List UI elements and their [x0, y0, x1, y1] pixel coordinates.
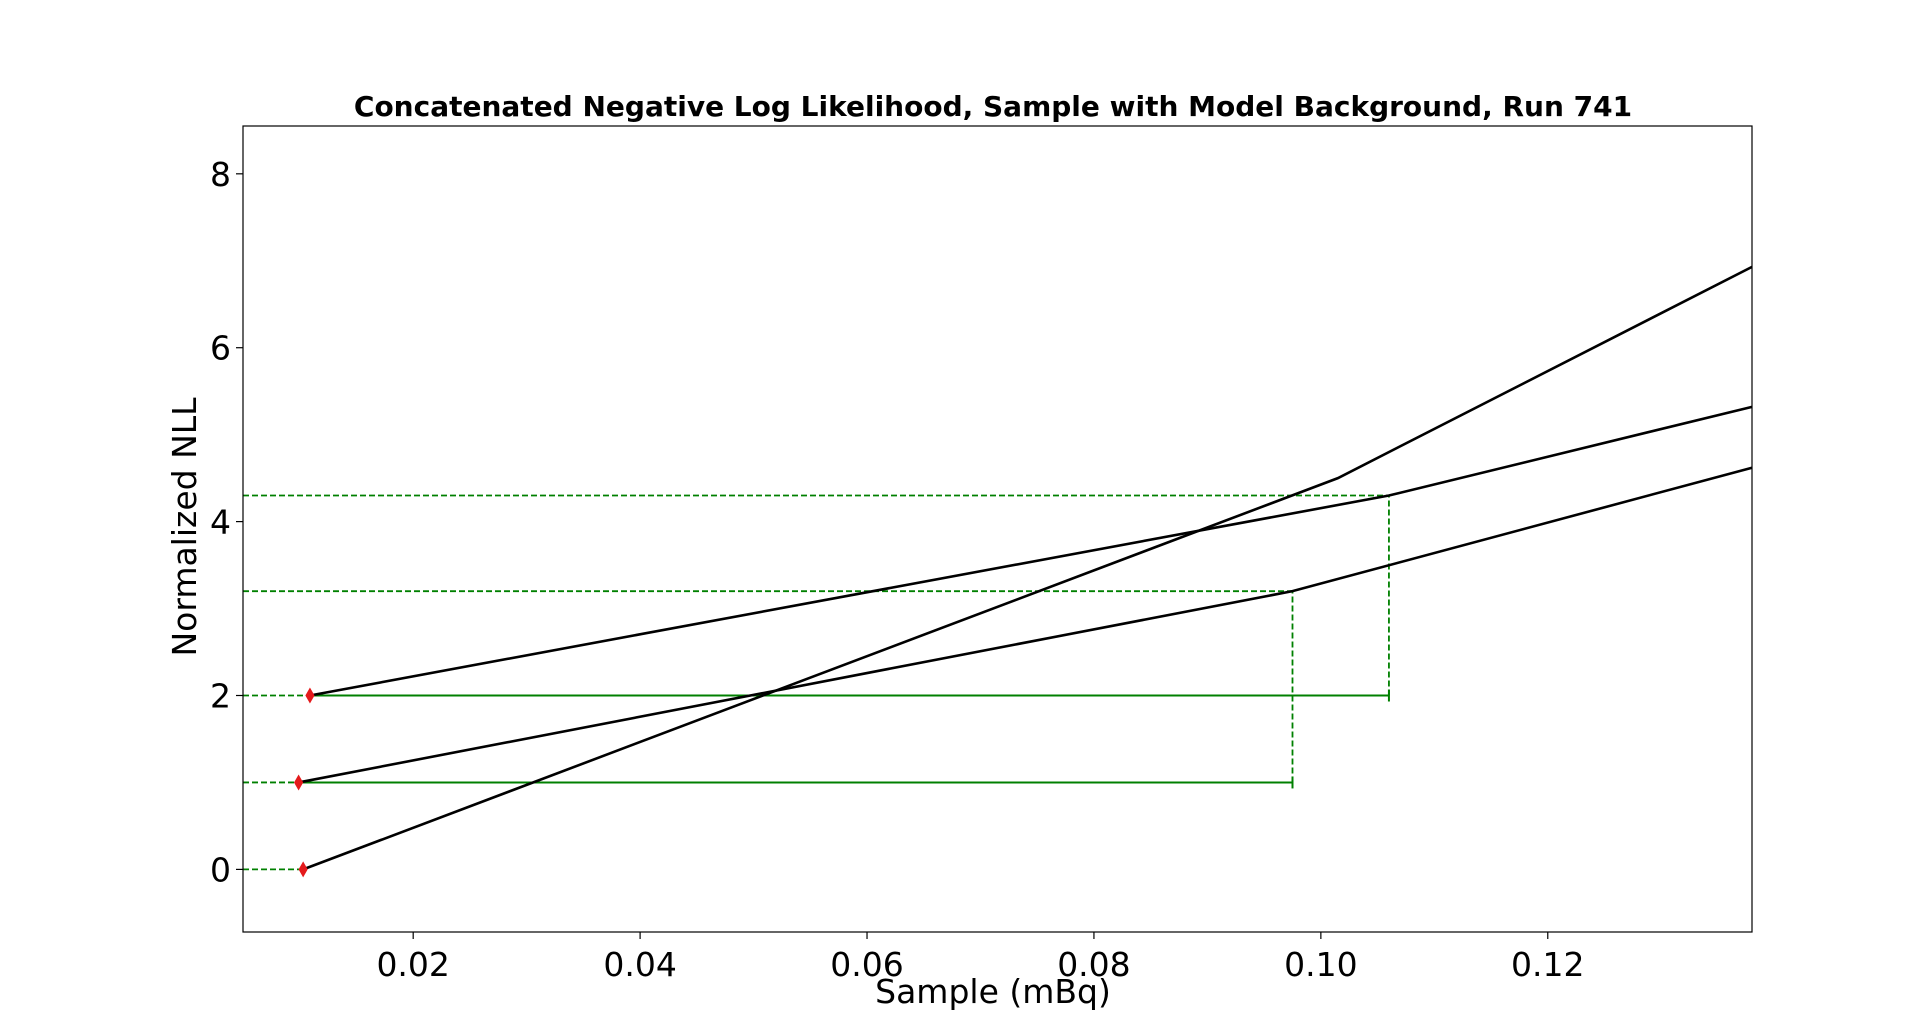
x-tick-label: 0.04: [603, 945, 676, 984]
x-axis-label: Sample (mBq): [875, 972, 1111, 1011]
plot-frame: [242, 125, 1753, 933]
y-tick-label: 8: [210, 155, 231, 194]
x-tick-label: 0.08: [1057, 945, 1130, 984]
plot-area: [243, 265, 1753, 878]
y-tick-label: 4: [210, 503, 231, 542]
y-tick-label: 6: [210, 329, 231, 368]
x-tick-label: 0.06: [830, 945, 903, 984]
axis-ticks: 0.02 0.04 0.06 0.08 0.10 0.12 0 2 4 6 8: [210, 155, 1585, 984]
nll-curve-1: [302, 265, 1753, 871]
chart-title: Concatenated Negative Log Likelihood, Sa…: [354, 90, 1632, 123]
y-axis-label: Normalized NLL: [165, 397, 204, 657]
nll-curve-2: [298, 466, 1753, 784]
x-tick-label: 0.12: [1511, 945, 1584, 984]
y-tick-label: 2: [210, 677, 231, 716]
minimum-marker: [298, 861, 308, 878]
y-tick-label: 0: [210, 850, 231, 889]
minimum-marker: [305, 687, 315, 704]
minimum-marker: [294, 774, 304, 791]
x-tick-label: 0.10: [1284, 945, 1357, 984]
x-tick-label: 0.02: [376, 945, 449, 984]
nll-curve-3: [309, 405, 1753, 697]
